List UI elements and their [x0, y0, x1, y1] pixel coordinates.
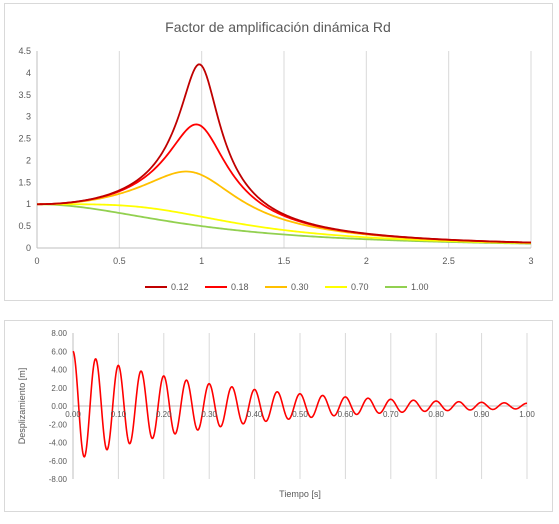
- x-tick-label: 0.40: [247, 410, 263, 419]
- x-axis-title: Tiempo [s]: [279, 489, 321, 499]
- legend-label: 1.00: [411, 282, 429, 292]
- y-axis-title: Desplizamiento [m]: [17, 368, 27, 445]
- y-tick-label: 3: [26, 112, 31, 122]
- displacement-chart-panel: 8.00 6.00 4.00 2.00 0.00 -2.00 -4.00 -6.00 -8.00…: [4, 320, 553, 512]
- series-line-0-70: [37, 203, 532, 245]
- x-tick-label: 0.30: [201, 410, 217, 419]
- x-tick-label: 0.50: [292, 410, 308, 419]
- y-tick-label: -4.00: [49, 439, 68, 448]
- x-tick-label: 0.90: [474, 410, 490, 419]
- legend-label: 0.70: [351, 282, 369, 292]
- legend-item-0-18: 0.18: [205, 282, 249, 292]
- displacement-line: [72, 350, 528, 458]
- y-tick-label: 2.00: [51, 384, 67, 393]
- legend-label: 0.18: [231, 282, 249, 292]
- x-tick-label: 0: [34, 256, 39, 266]
- y-tick-label: 4.5: [18, 46, 31, 56]
- x-tick-label: 2: [364, 256, 369, 266]
- rd-chart-panel: Factor de amplificación dinámica Rd 0 0.5 1…: [4, 3, 553, 301]
- y-tick-label: 4: [26, 68, 31, 78]
- x-tick-label: 1.5: [278, 256, 291, 266]
- y-tick-label: 2.5: [18, 134, 31, 144]
- legend-label: 0.30: [291, 282, 309, 292]
- y-tick-label: -6.00: [49, 457, 68, 466]
- y-tick-label: 0.00: [51, 402, 67, 411]
- y-tick-label: 1.5: [18, 177, 31, 187]
- y-tick-label: 1: [26, 199, 31, 209]
- y-tick-label: -8.00: [49, 475, 68, 484]
- legend-item-0-70: 0.70: [325, 282, 369, 292]
- x-tick-label: 0.60: [338, 410, 354, 419]
- y-tick-label: 4.00: [51, 366, 67, 375]
- x-tick-label: 0.5: [113, 256, 126, 266]
- series-line-0-12: [37, 63, 532, 244]
- x-tick-label: 0.70: [383, 410, 399, 419]
- x-tick-label: 0.20: [156, 410, 172, 419]
- chart-title: Factor de amplificación dinámica Rd: [165, 19, 391, 35]
- x-tick-label: 3: [528, 256, 533, 266]
- y-tick-label: 6.00: [51, 347, 67, 356]
- displacement-chart: 8.006.004.002.000.00-2.00-4.00-6.00-8.00…: [17, 329, 535, 499]
- x-tick-label: 2.5: [442, 256, 455, 266]
- y-tick-label: -2.00: [49, 420, 68, 429]
- rd-chart: Factor de amplificación dinámica Rd 0 0.5 1…: [18, 19, 533, 292]
- y-tick-label: 0.5: [18, 221, 31, 231]
- x-tick-label: 0.10: [111, 410, 127, 419]
- legend-label: 0.12: [171, 282, 189, 292]
- x-tick-label: 1.00: [519, 410, 535, 419]
- x-tick-label: 0.80: [428, 410, 444, 419]
- legend-item-0-12: 0.12: [145, 282, 189, 292]
- y-tick-label: 8.00: [51, 329, 67, 338]
- y-tick-label: 2: [26, 155, 31, 165]
- x-tick-label: 1: [199, 256, 204, 266]
- legend-item-0-30: 0.30: [265, 282, 309, 292]
- legend-item-1-00: 1.00: [385, 282, 429, 292]
- x-tick-label: 0.00: [65, 410, 81, 419]
- y-tick-label: 0: [26, 243, 31, 253]
- y-tick-label: 3.5: [18, 90, 31, 100]
